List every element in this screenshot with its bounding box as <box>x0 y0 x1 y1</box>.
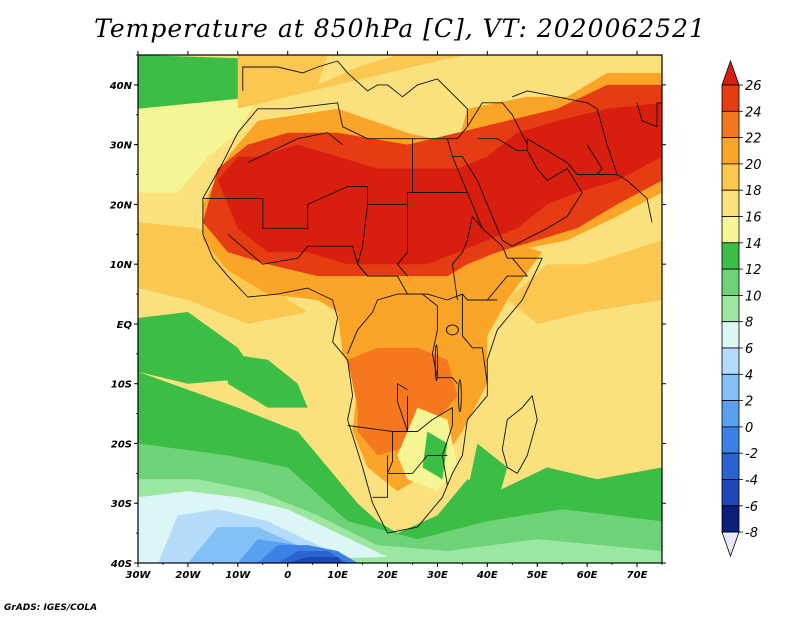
colorbar-segment <box>721 137 740 165</box>
colorbar-segment <box>721 84 740 112</box>
border-15 <box>477 138 528 152</box>
border-5 <box>347 407 453 486</box>
colorbar-segment <box>721 163 740 191</box>
x-tick-label: 10E <box>327 570 348 581</box>
y-tick-label: 40S <box>110 559 132 570</box>
x-tick-label: 10W <box>225 570 251 581</box>
colorbar-label: 12 <box>745 263 762 278</box>
x-tick-label: 70E <box>627 570 648 581</box>
colorbar-label: 8 <box>745 316 753 331</box>
x-tick-label: 50E <box>527 570 548 581</box>
region-north-atlantic-14 <box>138 96 258 193</box>
colorbar-label: 10 <box>745 289 762 304</box>
chart-title: Temperature at 850hPa [C], VT: 202006252… <box>94 14 706 43</box>
y-tick-label: EQ <box>117 320 133 331</box>
border-7 <box>372 431 393 498</box>
border-12 <box>486 257 528 301</box>
region-ocean-south-m6 <box>287 557 343 563</box>
colorbar-segment <box>721 268 740 296</box>
colorbar-segment <box>721 347 740 375</box>
map-frame <box>137 54 663 564</box>
x-tick-label: 20E <box>377 570 398 581</box>
region-mid-atlantic-18 <box>138 222 308 324</box>
border-9 <box>357 204 369 277</box>
coastline-borders <box>202 60 662 534</box>
colorbar-label: 0 <box>745 421 753 436</box>
border-3 <box>247 132 343 164</box>
colorbar-label: 20 <box>745 158 762 173</box>
colorbar-label: 6 <box>745 342 753 357</box>
lake-malawi <box>458 379 462 413</box>
y-tick-label: 30S <box>111 499 132 510</box>
colorbar-segment <box>721 242 740 270</box>
colorbar-segment <box>721 189 740 217</box>
colorbar-label: 2 <box>745 395 753 410</box>
border-13 <box>461 294 488 384</box>
colorbar-label: 22 <box>745 132 762 147</box>
colorbar-segment <box>721 373 740 401</box>
colorbar-label: -4 <box>745 474 758 489</box>
border-16 <box>512 90 618 175</box>
colorbar-label: -2 <box>745 447 758 462</box>
colorbar-segment <box>721 110 740 139</box>
x-tick-label: 30W <box>126 570 152 581</box>
y-tick-label: 10S <box>111 380 132 391</box>
colorbar-bottom-arrow <box>721 531 740 558</box>
region-indian-ocean-18 <box>507 240 662 324</box>
y-tick-label: 20S <box>111 439 132 450</box>
colorbar-segment <box>721 426 740 454</box>
y-tick-label: 30N <box>110 141 133 152</box>
x-tick-label: 60E <box>577 570 598 581</box>
axis-ticks: 30W 20W 10W 0 10E 20E 30E 40E 50E 60E 70E 40N 30N 20N… <box>109 51 666 581</box>
colorbar-segment <box>721 479 740 507</box>
colorbar-segment <box>721 321 740 349</box>
africa-coastline <box>202 102 543 534</box>
colorbar-segment <box>721 294 740 323</box>
region-mozambique-channel-12 <box>467 443 508 504</box>
x-tick-label: 0 <box>284 570 291 581</box>
colorbar-segment <box>721 452 740 480</box>
y-tick-label: 40N <box>109 81 133 92</box>
y-tick-label: 10N <box>110 260 133 271</box>
colorbar-label: 26 <box>745 79 762 94</box>
border-17 <box>636 102 662 128</box>
y-tick-label: 20N <box>110 200 133 211</box>
x-tick-label: 30E <box>427 570 448 581</box>
colorbar-label: 4 <box>745 368 753 383</box>
border-10 <box>397 192 468 277</box>
border-14 <box>467 102 528 145</box>
colorbar-segment <box>721 505 740 533</box>
border-8 <box>397 383 408 432</box>
madagascar-coastline <box>501 395 538 474</box>
colorbar-label: 18 <box>745 184 762 199</box>
colorbar-label: 16 <box>745 211 762 226</box>
border-2 <box>227 233 498 301</box>
colorbar-label: 24 <box>745 105 762 120</box>
border-6 <box>387 454 448 474</box>
lake-victoria <box>445 324 459 336</box>
colorbar-label: -8 <box>745 526 758 541</box>
x-tick-label: 40E <box>476 570 498 581</box>
border-4 <box>347 293 458 384</box>
region-sahara-26 <box>217 102 662 265</box>
lake-tanganyika <box>434 344 439 382</box>
colorbar-segment <box>721 216 740 244</box>
grads-credit: GrADS: IGES/COLA <box>4 603 98 613</box>
x-tick-label: 20W <box>175 570 201 581</box>
arabia-coastline <box>452 138 653 247</box>
colorbar-top-arrow <box>721 59 740 86</box>
colorbar-label: 14 <box>745 237 762 252</box>
colorbar-label: -6 <box>745 500 758 515</box>
region-atlantic-green-12c <box>227 353 308 408</box>
mediterranean-north-coast <box>242 60 468 140</box>
region-mediterranean-18 <box>237 55 468 109</box>
region-mediterranean-16 <box>317 55 398 85</box>
border-18 <box>586 144 603 175</box>
border-11 <box>451 215 483 301</box>
colorbar-segment <box>721 400 740 428</box>
temperature-field <box>138 55 662 563</box>
